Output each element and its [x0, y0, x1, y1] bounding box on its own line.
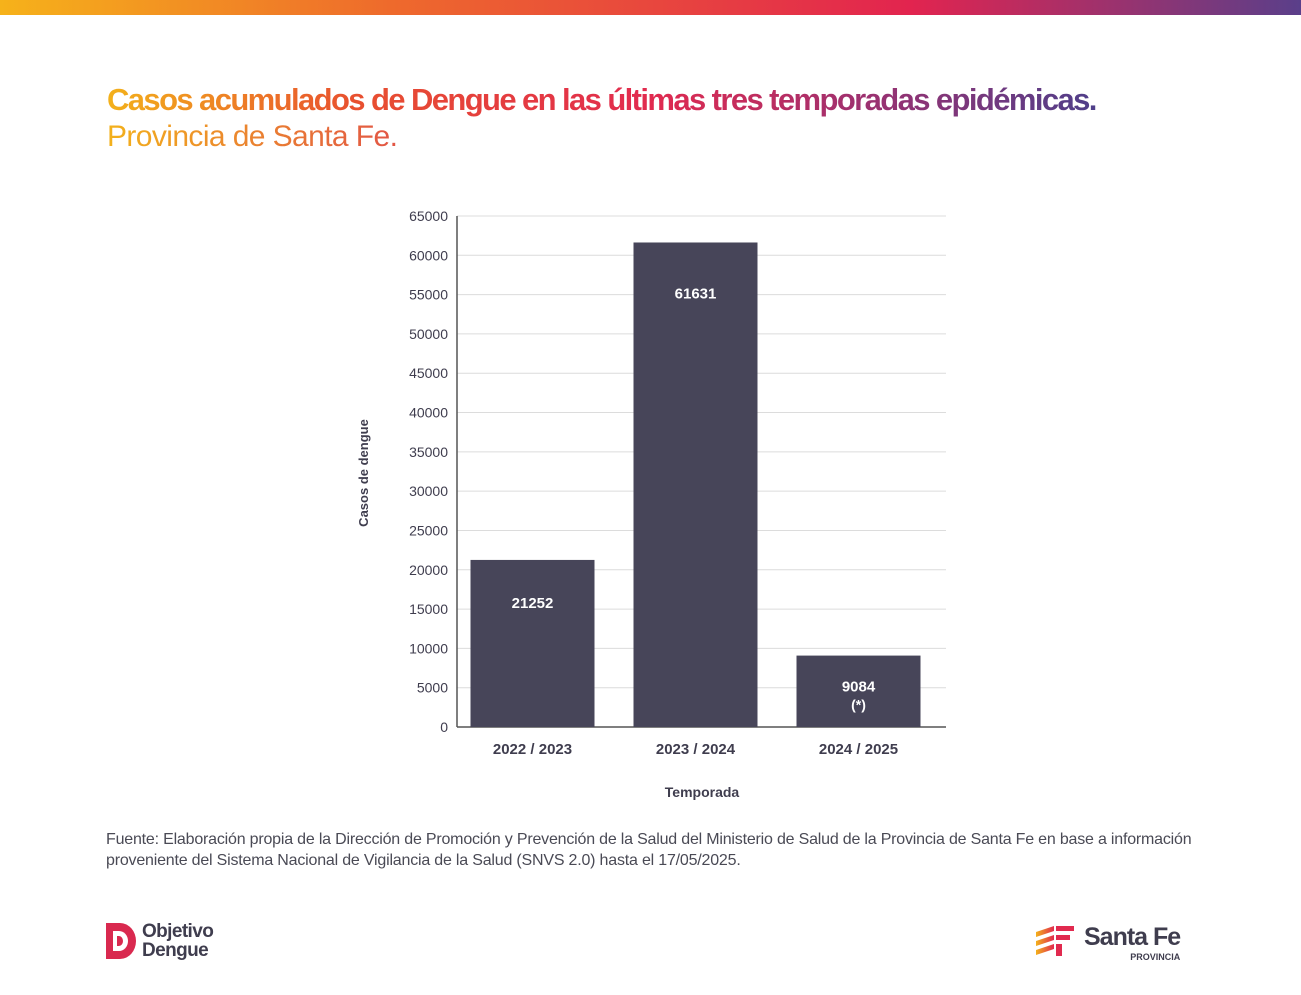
santa-fe-flag-icon — [1036, 926, 1074, 956]
santa-fe-logo: Santa Fe PROVINCIA — [1032, 923, 1181, 962]
x-tick-label: 2022 / 2023 — [493, 741, 572, 758]
y-tick-label: 55000 — [409, 287, 448, 303]
x-axis-title: Temporada — [665, 784, 740, 800]
y-tick-label: 25000 — [409, 522, 448, 538]
y-tick-label: 65000 — [409, 208, 448, 224]
page-subtitle: Provincia de Santa Fe. — [107, 120, 398, 153]
x-tick-label: 2024 / 2025 — [819, 741, 898, 758]
logo-left-line1: Objetivo — [142, 921, 214, 942]
dengue-d-icon — [106, 923, 136, 959]
y-tick-label: 35000 — [409, 444, 448, 460]
bar — [470, 559, 595, 727]
y-axis-title: Casos de dengue — [356, 419, 371, 527]
bar — [633, 242, 758, 727]
y-tick-label: 45000 — [409, 365, 448, 381]
y-tick-label: 30000 — [409, 483, 448, 499]
logo-left-line2: Dengue — [142, 940, 209, 961]
y-tick-label: 50000 — [409, 326, 448, 342]
logo-right-name: Santa Fe — [1084, 923, 1181, 951]
y-tick-label: 60000 — [409, 247, 448, 263]
page-title: Casos acumulados de Dengue en las última… — [107, 82, 1097, 117]
x-tick-label: 2023 / 2024 — [656, 741, 736, 758]
y-tick-label: 0 — [440, 719, 448, 735]
data-label: 9084 — [842, 679, 876, 696]
data-label: 21252 — [512, 595, 554, 612]
objetivo-dengue-logo: Objetivo Dengue — [104, 921, 214, 961]
logo-right-sub: PROVINCIA — [1130, 952, 1181, 962]
y-tick-label: 10000 — [409, 640, 448, 656]
data-annotation: (*) — [851, 697, 866, 713]
y-tick-label: 5000 — [417, 680, 448, 696]
source-note: Fuente: Elaboración propia de la Direcci… — [106, 831, 1192, 869]
y-tick-label: 15000 — [409, 601, 448, 617]
bar — [796, 655, 921, 727]
y-tick-label: 40000 — [409, 405, 448, 421]
y-tick-label: 20000 — [409, 562, 448, 578]
top-gradient-bar — [0, 0, 1301, 15]
data-label: 61631 — [675, 285, 717, 302]
